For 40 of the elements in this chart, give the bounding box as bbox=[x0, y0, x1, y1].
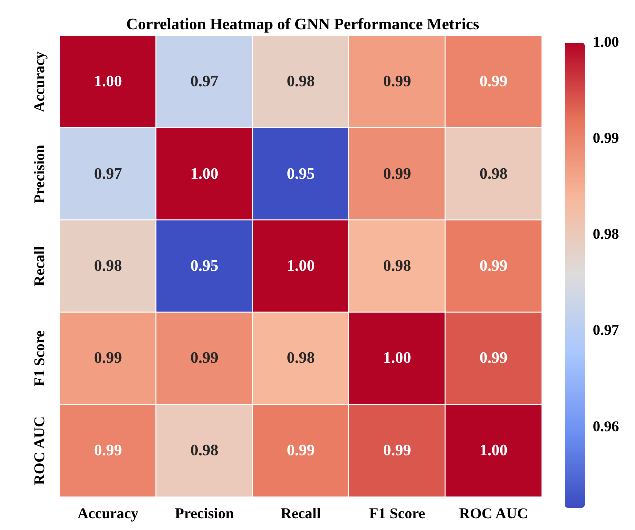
data-label: 0.95 bbox=[190, 258, 219, 275]
data-label: 0.98 bbox=[287, 74, 315, 91]
data-label: 0.98 bbox=[287, 350, 315, 368]
y-tick-label: Accuracy bbox=[32, 51, 48, 113]
y-tick-label: Precision bbox=[32, 144, 48, 204]
data-label: 0.99 bbox=[190, 350, 219, 368]
y-tick-label: F1 Score bbox=[32, 330, 48, 387]
data-label: 0.98 bbox=[94, 258, 122, 275]
data-label: 0.97 bbox=[190, 74, 219, 91]
data-label: 0.99 bbox=[480, 350, 508, 368]
x-tick-label: ROC AUC bbox=[459, 506, 528, 522]
color-bar-label: 0.99 bbox=[593, 131, 620, 148]
x-tick-label: F1 Score bbox=[369, 506, 426, 522]
color-bar-label: 0.97 bbox=[593, 323, 620, 340]
x-tick-label: Precision bbox=[175, 506, 235, 522]
data-label: 0.99 bbox=[383, 442, 412, 460]
y-tick-label: Recall bbox=[32, 246, 48, 286]
data-label: 0.95 bbox=[287, 166, 315, 183]
color-bar-label: 0.96 bbox=[593, 419, 620, 436]
data-label: 1.00 bbox=[94, 74, 122, 91]
data-label: 0.99 bbox=[94, 442, 122, 460]
data-label: 0.98 bbox=[480, 166, 508, 183]
data-label: 0.99 bbox=[94, 350, 122, 368]
data-label: 0.99 bbox=[480, 74, 508, 91]
color-bar-label: 1.00 bbox=[593, 35, 620, 51]
color-bar-label: 0.98 bbox=[593, 227, 620, 244]
data-label: 1.00 bbox=[383, 350, 412, 368]
data-label: 0.99 bbox=[383, 74, 412, 91]
x-tick-label: Accuracy bbox=[78, 506, 140, 522]
data-label: 0.99 bbox=[287, 442, 315, 460]
data-label: 0.98 bbox=[190, 442, 219, 460]
x-tick-label: Recall bbox=[281, 506, 321, 522]
data-label: 0.99 bbox=[383, 166, 412, 183]
data-label: 1.00 bbox=[480, 442, 508, 460]
data-label: 1.00 bbox=[287, 258, 315, 275]
data-label: 1.00 bbox=[190, 166, 219, 183]
data-label: 0.99 bbox=[480, 258, 508, 275]
data-label: 0.97 bbox=[94, 166, 122, 183]
data-label: 0.98 bbox=[383, 258, 412, 275]
chart-title: Correlation Heatmap of GNN Performance Metrics bbox=[126, 16, 480, 34]
